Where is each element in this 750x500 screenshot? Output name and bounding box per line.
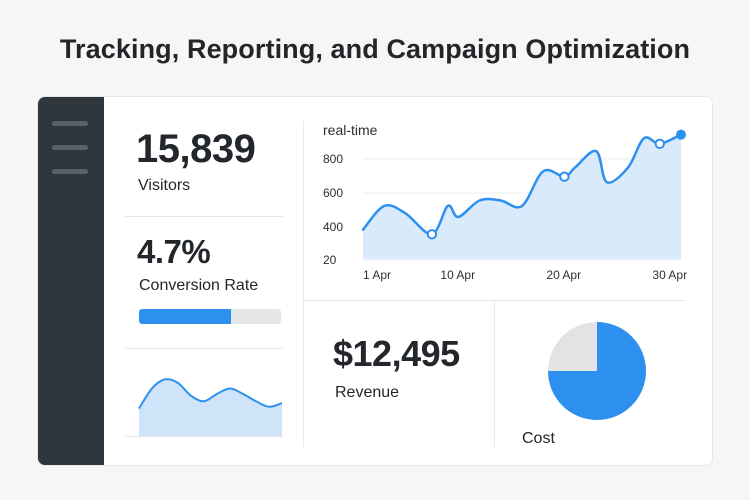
dashboard-panel: 15,839 Visitors 4.7% Conversion Rate rea… xyxy=(37,96,713,466)
mini-line xyxy=(138,378,283,410)
cost-pie-chart xyxy=(548,322,646,420)
pie-slice-main xyxy=(548,322,646,420)
y-tick-label: 600 xyxy=(323,186,343,200)
data-point-marker xyxy=(654,138,665,149)
x-tick-label: 1 Apr xyxy=(363,268,391,282)
chart-title: real-time xyxy=(323,122,378,138)
divider xyxy=(304,300,686,301)
divider xyxy=(125,348,283,349)
divider xyxy=(494,301,495,447)
visitors-label: Visitors xyxy=(138,177,191,194)
x-tick-label: 30 Apr xyxy=(652,268,687,282)
data-point-marker xyxy=(426,229,438,240)
conversion-rate-label: Conversion Rate xyxy=(139,277,259,294)
x-tick-label: 20 Apr xyxy=(546,268,581,282)
y-tick-label: 400 xyxy=(323,220,343,234)
visitors-value: 15,839 xyxy=(136,127,256,171)
y-tick-label: 20 xyxy=(323,253,337,267)
revenue-value: $12,495 xyxy=(333,333,460,374)
page-title: Tracking, Reporting, and Campaign Optimi… xyxy=(59,34,691,64)
divider xyxy=(125,216,283,217)
revenue-label: Revenue xyxy=(335,384,400,401)
visitors-trend-mini-chart xyxy=(138,378,283,436)
x-tick-label: 10 Apr xyxy=(440,268,475,282)
series-area xyxy=(363,134,681,259)
mini-area xyxy=(139,379,282,436)
divider xyxy=(303,121,304,447)
divider xyxy=(125,436,283,437)
real-time-line-chart: real-time 800 600 400 20 1 Apr 10 Apr 20 Apr 30 … xyxy=(323,122,687,282)
conversion-rate-value: 4.7% xyxy=(137,233,211,270)
sidebar xyxy=(38,97,104,465)
conversion-progress-fill xyxy=(139,309,232,324)
cost-label: Cost xyxy=(522,430,555,447)
data-point-marker xyxy=(676,129,686,140)
hamburger-menu-icon[interactable] xyxy=(38,113,104,183)
y-tick-label: 800 xyxy=(323,152,343,166)
conversion-progress-bar xyxy=(139,309,281,324)
data-point-marker xyxy=(559,171,570,182)
